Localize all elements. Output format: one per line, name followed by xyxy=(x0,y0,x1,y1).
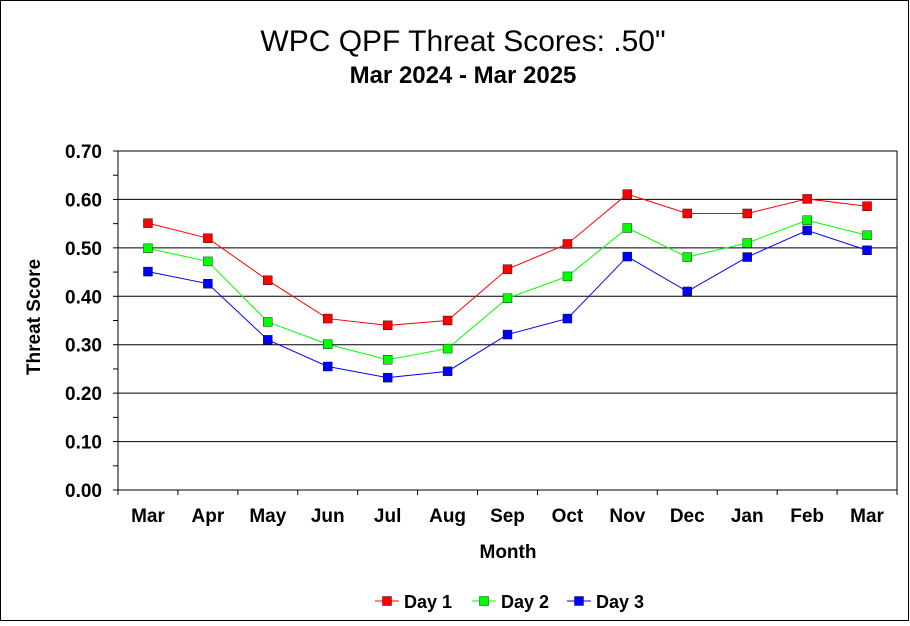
data-point xyxy=(382,320,393,331)
data-point xyxy=(143,243,153,254)
legend-marker xyxy=(382,596,392,606)
legend-label: Day 2 xyxy=(501,592,549,612)
y-tick-label: 0.20 xyxy=(65,384,102,405)
plot-area-border xyxy=(117,150,898,491)
legend-item: Day 2 xyxy=(472,592,549,612)
legend-item: Day 1 xyxy=(375,592,452,612)
data-point xyxy=(562,239,573,249)
data-point xyxy=(323,339,333,349)
y-tick-label: 0.30 xyxy=(65,336,102,357)
chart-subtitle: Mar 2024 - Mar 2025 xyxy=(350,62,577,89)
legend: Day 1 Day 2 Day 3 xyxy=(375,592,644,612)
data-point xyxy=(742,208,752,219)
axes xyxy=(113,150,898,495)
x-tick-labels: Mar Apr May Jun Jul Aug Sep Oct Nov Dec Jan Feb Mar xyxy=(131,506,884,527)
data-point xyxy=(382,372,393,383)
y-tick-label: 0.40 xyxy=(65,287,102,308)
series-line xyxy=(147,229,868,379)
y-axis-label: Threat Score xyxy=(24,259,45,375)
x-axis-label: Month xyxy=(480,542,537,563)
data-point xyxy=(442,315,453,326)
y-tick-label: 0.00 xyxy=(65,481,102,502)
y-tick-label: 0.60 xyxy=(65,190,102,211)
legend-label: Day 3 xyxy=(596,592,644,612)
data-point xyxy=(562,271,573,282)
x-tick-label: Mar xyxy=(131,506,165,527)
data-point xyxy=(742,252,752,262)
data-point xyxy=(263,275,273,286)
data-point xyxy=(802,225,812,236)
data-point xyxy=(263,335,273,345)
data-point xyxy=(862,201,872,211)
data-point xyxy=(323,361,333,372)
data-point xyxy=(203,256,213,267)
x-tick-label: Oct xyxy=(552,506,584,527)
legend-label: Day 1 xyxy=(404,592,452,612)
x-tick-label: Sep xyxy=(490,506,525,527)
x-tick-label: Jul xyxy=(374,506,401,527)
data-point xyxy=(263,317,273,327)
data-point xyxy=(203,278,213,289)
x-tick-label: Feb xyxy=(790,506,824,527)
data-point xyxy=(323,313,333,324)
x-tick-label: Jan xyxy=(731,506,764,527)
chart-title: WPC QPF Threat Scores: .50" xyxy=(260,25,665,58)
data-point xyxy=(143,266,153,277)
series-line xyxy=(147,193,868,326)
series-3 xyxy=(143,225,872,383)
x-tick-label: Mar xyxy=(850,506,884,527)
data-point xyxy=(382,355,393,365)
data-point xyxy=(143,218,153,228)
data-point xyxy=(442,366,453,377)
data-point xyxy=(862,245,872,255)
data-point xyxy=(622,189,633,199)
x-tick-label: May xyxy=(249,506,286,527)
data-point xyxy=(862,230,872,240)
series-1 xyxy=(143,189,872,331)
data-point xyxy=(682,208,692,219)
data-point xyxy=(502,264,513,274)
y-tick-label: 0.10 xyxy=(65,433,102,454)
data-point xyxy=(622,251,633,262)
data-point xyxy=(502,329,513,340)
data-point xyxy=(682,286,692,297)
x-tick-label: Apr xyxy=(192,506,225,527)
data-point xyxy=(502,293,513,303)
data-point xyxy=(742,238,752,248)
x-tick-label: Dec xyxy=(670,506,705,527)
data-point xyxy=(622,223,633,233)
y-tick-label: 0.70 xyxy=(65,142,102,163)
x-tick-label: Jun xyxy=(311,506,345,527)
legend-marker xyxy=(479,596,489,606)
y-tick-labels: 0.00 0.10 0.20 0.30 0.40 0.50 0.60 0.70 xyxy=(65,142,102,502)
y-tick-label: 0.50 xyxy=(65,239,102,260)
data-point xyxy=(802,194,812,204)
data-point xyxy=(562,313,573,324)
x-tick-label: Nov xyxy=(609,506,645,527)
data-point xyxy=(802,215,812,225)
data-point xyxy=(682,252,692,262)
series-lines xyxy=(143,189,872,383)
data-point xyxy=(203,233,213,243)
legend-marker xyxy=(574,596,584,606)
series-2 xyxy=(143,215,872,365)
legend-item: Day 3 xyxy=(567,592,644,612)
x-tick-label: Aug xyxy=(429,506,466,527)
data-point xyxy=(442,343,453,354)
